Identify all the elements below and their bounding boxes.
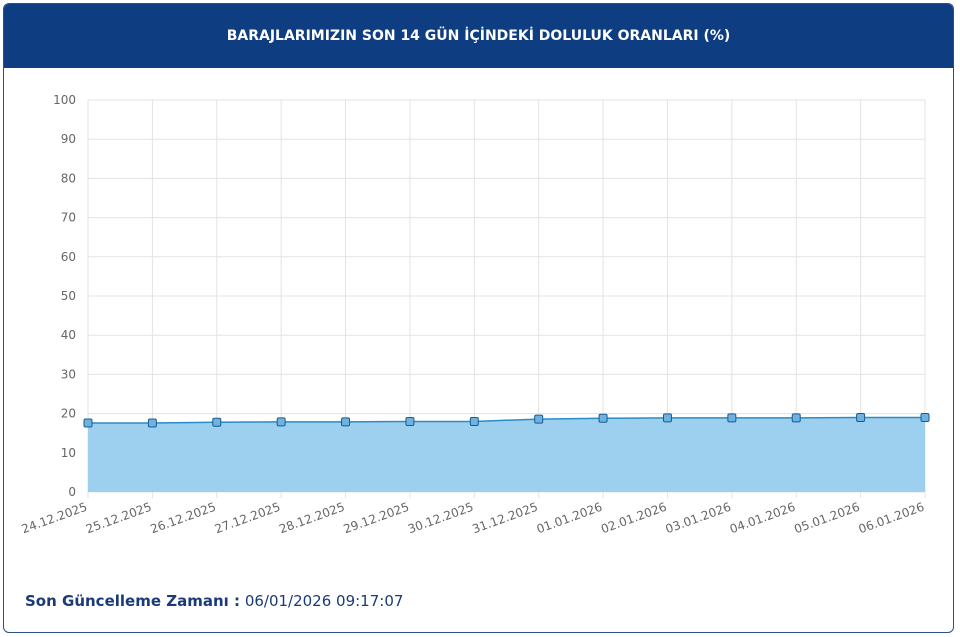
marker (212, 417, 222, 427)
card-header: BARAJLARIMIZIN SON 14 GÜN İÇİNDEKİ DOLUL… (4, 4, 953, 68)
y-tick-label: 100 (53, 93, 76, 107)
marker (856, 413, 866, 423)
x-tick-label: 06.01.2026 (857, 500, 926, 537)
y-tick-label: 20 (61, 407, 76, 421)
y-tick-label: 70 (61, 211, 76, 225)
marker (83, 418, 93, 428)
x-tick-label: 29.12.2025 (342, 500, 411, 537)
x-tick-label: 28.12.2025 (277, 500, 346, 537)
marker (598, 413, 608, 423)
marker (276, 417, 286, 427)
x-tick-label: 27.12.2025 (213, 500, 282, 537)
line (88, 416, 925, 424)
marker (791, 413, 801, 423)
marker (405, 416, 415, 426)
update-label: Son Güncelleme Zamanı : (25, 592, 241, 610)
marker (147, 418, 157, 428)
x-tick-label: 03.01.2026 (664, 500, 733, 537)
x-tick-label: 31.12.2025 (470, 500, 539, 537)
marker (727, 413, 737, 423)
marker (341, 417, 351, 427)
marker (469, 416, 479, 426)
x-tick-label: 01.01.2026 (535, 500, 604, 537)
update-info: Son Güncelleme Zamanı : 06/01/2026 09:17… (25, 592, 403, 610)
x-tick-label: 24.12.2025 (20, 500, 89, 537)
y-tick-label: 90 (61, 132, 76, 146)
card: BARAJLARIMIZIN SON 14 GÜN İÇİNDEKİ DOLUL… (3, 3, 954, 633)
y-tick-label: 40 (61, 328, 76, 342)
update-time: 06/01/2026 09:17:07 (244, 592, 404, 610)
y-tick-label: 10 (61, 446, 76, 460)
x-tick-label: 26.12.2025 (148, 500, 217, 537)
x-tick-label: 02.01.2026 (599, 500, 668, 537)
y-tick-label: 50 (61, 289, 76, 303)
chart-title: BARAJLARIMIZIN SON 14 GÜN İÇİNDEKİ DOLUL… (226, 28, 731, 44)
x-tick-label: 04.01.2026 (728, 500, 797, 537)
x-tick-label: 30.12.2025 (406, 500, 475, 537)
marker (662, 413, 672, 423)
x-tick-label: 05.01.2026 (792, 500, 861, 537)
x-tick-label: 25.12.2025 (84, 500, 153, 537)
y-tick-label: 80 (61, 171, 76, 185)
y-tick-label: 30 (61, 367, 76, 381)
marker (534, 414, 544, 424)
area (88, 417, 925, 492)
y-tick-label: 0 (68, 485, 76, 499)
y-tick-label: 60 (61, 250, 76, 264)
marker (920, 413, 930, 423)
